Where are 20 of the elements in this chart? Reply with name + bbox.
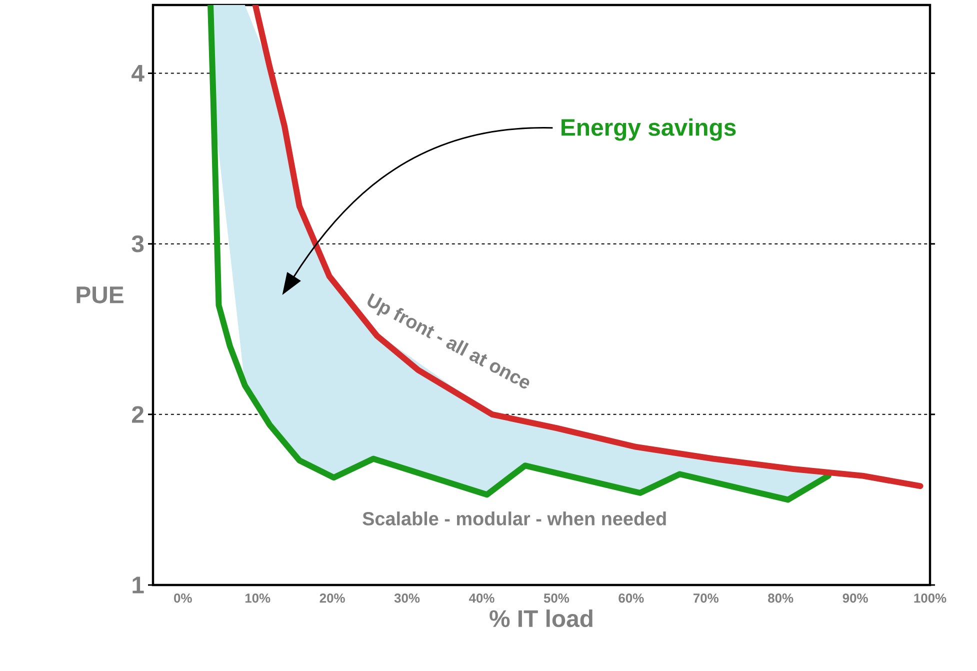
y-axis-title: PUE <box>76 286 124 304</box>
x-axis-title: % IT load <box>490 610 592 628</box>
x-tick-label: 60% <box>618 594 644 603</box>
annotation: Energy savings <box>562 118 736 141</box>
x-tick-label: 100% <box>914 594 946 603</box>
x-tick-label: 0% <box>174 594 192 603</box>
y-tick-label: 3 <box>132 235 144 252</box>
y-tick-label: 1 <box>132 576 144 594</box>
x-tick-label: 20% <box>320 594 345 603</box>
x-tick-label: 50% <box>544 594 570 603</box>
x-tick-label: 90% <box>842 594 868 603</box>
y-tick-label: 2 <box>132 406 144 423</box>
text: Up front - all at once <box>368 293 530 388</box>
x-tick-label: 10% <box>245 594 270 603</box>
x-tick-label: 40% <box>468 594 494 603</box>
series-label: Scalable - modular - when needed <box>362 512 666 526</box>
x-tick-label: 30% <box>394 594 420 603</box>
x-tick-label: 70% <box>693 594 718 603</box>
y-tick-label: 4 <box>132 65 144 82</box>
x-tick-label: 80% <box>768 594 794 603</box>
